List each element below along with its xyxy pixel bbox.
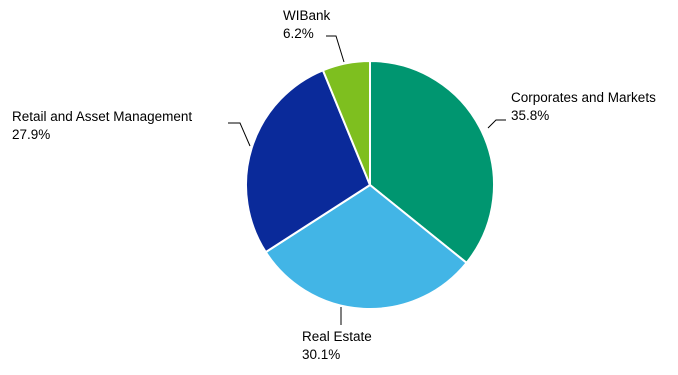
leader-line-corporates-and-markets	[487, 119, 506, 129]
slice-label-retail-and-asset-management: Retail and Asset Management	[12, 109, 192, 124]
slice-label-wibank: WIBank	[283, 8, 331, 23]
leader-line-retail-and-asset-management	[228, 122, 251, 147]
slice-value-real-estate: 30.1%	[302, 347, 340, 362]
slice-value-retail-and-asset-management: 27.9%	[12, 127, 50, 142]
pie-slice-real-estate	[264, 184, 468, 310]
slice-labels: Corporates and Markets 35.8% Real Estate 30…	[12, 8, 656, 362]
slice-label-corporates-and-markets: Corporates and Markets	[511, 90, 656, 105]
pie-slice-retail-and-asset-management	[245, 69, 371, 254]
pie-slice-wibank	[321, 60, 371, 186]
leader-line-wibank	[326, 35, 345, 63]
pie-slice-corporates-and-markets	[369, 60, 495, 264]
leader-lines	[228, 35, 506, 325]
slice-value-corporates-and-markets: 35.8%	[511, 108, 549, 123]
slice-value-wibank: 6.2%	[283, 26, 314, 41]
slice-label-real-estate: Real Estate	[302, 329, 372, 344]
pie-slices	[245, 60, 495, 310]
